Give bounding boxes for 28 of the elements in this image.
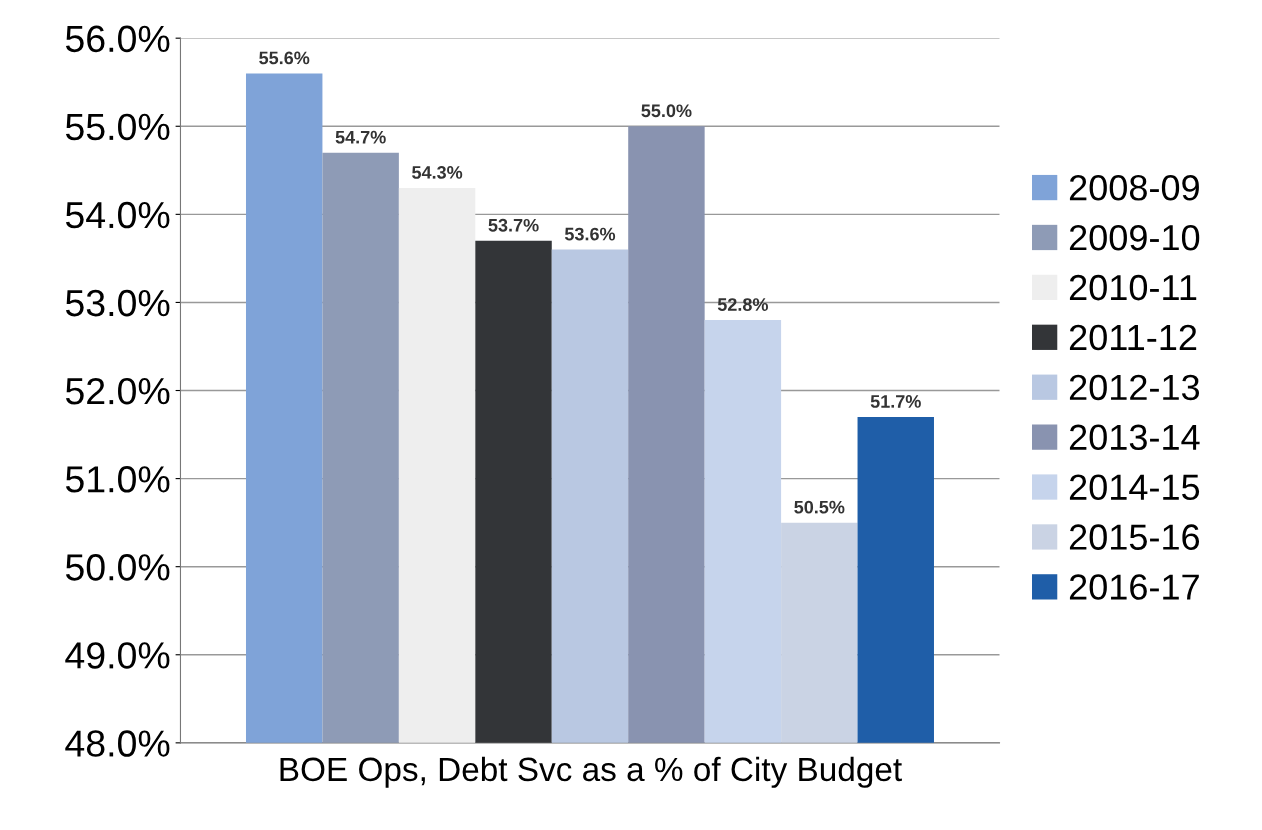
data-label: 52.8% [717,298,768,311]
y-tick-label: 51.0% [65,466,170,493]
x-tick-label: BOE Ops, Debt Svc as a % of City Budget [280,756,902,788]
data-label: 53.7% [488,218,539,232]
legend-label: 2016-17 [1069,574,1199,600]
legend-label: 2009-10 [1069,224,1200,251]
data-label: 55.6% [259,51,310,65]
legend-label: 2008-09 [1069,174,1199,201]
y-tick-label: 52.0% [65,377,170,405]
data-label: 54.7% [335,130,386,144]
data-label: 53.6% [564,227,616,241]
legend-label: 2013-14 [1069,424,1200,451]
y-tick-label: 53.0% [65,289,170,317]
data-label: 54.3% [412,166,463,179]
data-label: 51.7% [870,395,921,408]
y-tick-label: 49.0% [65,642,170,669]
y-tick-label: 50.0% [65,554,170,581]
legend-label: 2014-15 [1069,474,1200,501]
legend-label: 2010-11 [1069,274,1197,301]
data-label: 50.5% [794,500,845,514]
legend-label: 2011-12 [1069,324,1197,351]
legend-label: 2012-13 [1069,374,1200,401]
y-tick-label: 48.0% [65,730,170,757]
legend-label: 2015-16 [1069,524,1200,550]
y-tick-label: 55.0% [65,113,170,141]
data-label: 55.0% [641,104,692,118]
y-tick-label: 54.0% [65,201,170,229]
y-tick-label: 56.0% [65,25,170,53]
